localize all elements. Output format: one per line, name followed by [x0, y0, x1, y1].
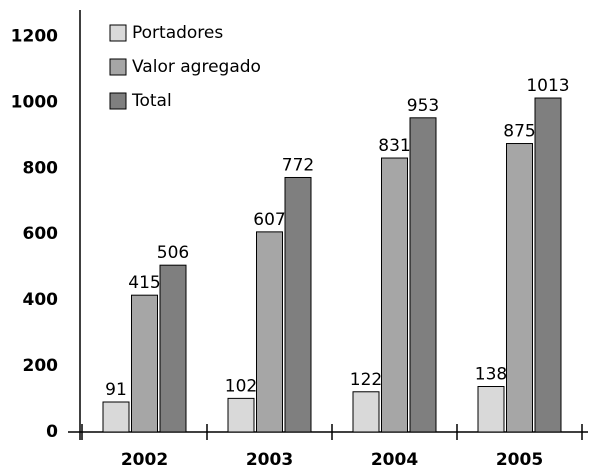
bar	[227, 397, 255, 433]
legend-swatch	[109, 58, 127, 76]
bar	[256, 231, 283, 433]
legend-swatch	[109, 92, 127, 110]
legend-swatch	[109, 24, 127, 42]
data-label: 91	[105, 380, 127, 400]
bar	[352, 391, 380, 433]
legend-label: Portadores	[132, 23, 223, 43]
bar	[159, 264, 187, 433]
data-label: 772	[282, 155, 314, 175]
data-label: 607	[253, 210, 285, 230]
legend-label: Total	[131, 91, 172, 111]
data-label: 506	[157, 243, 189, 263]
x-tick-label: 2002	[121, 450, 168, 467]
y-tick-label: 0	[46, 422, 58, 442]
y-tick-label: 1000	[11, 92, 58, 112]
data-label: 875	[503, 122, 535, 142]
bar	[506, 143, 533, 433]
data-label: 415	[128, 273, 160, 293]
data-label: 138	[475, 365, 507, 385]
y-tick-label: 600	[23, 224, 59, 244]
data-label: 1013	[526, 76, 569, 96]
x-tick-label: 2004	[371, 450, 418, 467]
bar	[381, 157, 408, 433]
y-tick-label: 800	[23, 158, 59, 178]
x-tick-label: 2003	[246, 450, 293, 467]
y-tick-label: 400	[23, 290, 59, 310]
data-label: 102	[225, 376, 257, 396]
data-label: 122	[350, 370, 382, 390]
y-tick-label: 1200	[11, 26, 58, 46]
bar	[409, 117, 437, 433]
legend-label: Valor agregado	[132, 57, 261, 77]
bar	[534, 97, 562, 433]
bar	[284, 176, 312, 433]
data-label: 831	[378, 136, 410, 156]
bar	[102, 401, 130, 433]
bar	[477, 386, 505, 433]
bar	[131, 294, 158, 433]
y-tick-label: 200	[23, 356, 59, 376]
data-label: 953	[407, 96, 439, 116]
x-tick-label: 2005	[496, 450, 543, 467]
